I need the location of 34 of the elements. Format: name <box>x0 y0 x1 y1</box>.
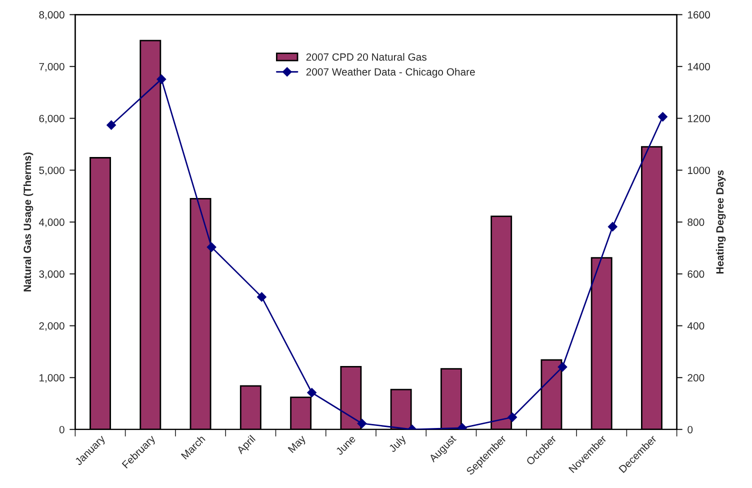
y2-axis-title: Heating Degree Days <box>716 170 726 274</box>
y-tick-label: 6,000 <box>39 114 64 124</box>
point <box>156 74 166 84</box>
point <box>508 412 517 422</box>
point <box>658 112 668 122</box>
point <box>106 120 116 130</box>
y-axis-title: Natural Gas Usage (Therms) <box>23 152 34 292</box>
y2-tick-label: 1600 <box>688 11 710 19</box>
y-tick-label: 5,000 <box>39 166 64 176</box>
x-tick-label: May <box>288 434 308 454</box>
y-tick-label: 4,000 <box>38 218 64 228</box>
point <box>307 388 316 398</box>
point <box>357 418 367 428</box>
y2-tick-label: 600 <box>688 270 704 278</box>
point <box>206 242 216 252</box>
y2-tick-label: 200 <box>688 374 704 382</box>
y-tick-label: 1,000 <box>40 374 64 383</box>
point <box>558 362 568 372</box>
point <box>257 292 266 302</box>
point <box>608 222 618 232</box>
y2-tick-label: 1000 <box>688 166 710 174</box>
y2-tick-label: 400 <box>687 322 704 330</box>
x-tick-label: July <box>388 434 408 454</box>
y-tick-label: 0 <box>59 426 64 434</box>
y2-tick-label: 0 <box>688 426 693 434</box>
y-tick-label: 3,000 <box>39 270 64 279</box>
y2-tick-label: 800 <box>688 218 704 226</box>
y2-tick-label: 1400 <box>688 62 710 70</box>
y-tick-label: 2,000 <box>39 322 64 331</box>
y-tick-label: 7,000 <box>39 62 64 72</box>
legend-label: 2007 CPD 20 Natural Gas <box>306 53 426 61</box>
legend-label: 2007 Weather Data - Chicago Ohare <box>306 68 475 78</box>
y-tick-label: 8,000 <box>39 11 64 20</box>
y2-tick-label: 1200 <box>688 114 710 122</box>
